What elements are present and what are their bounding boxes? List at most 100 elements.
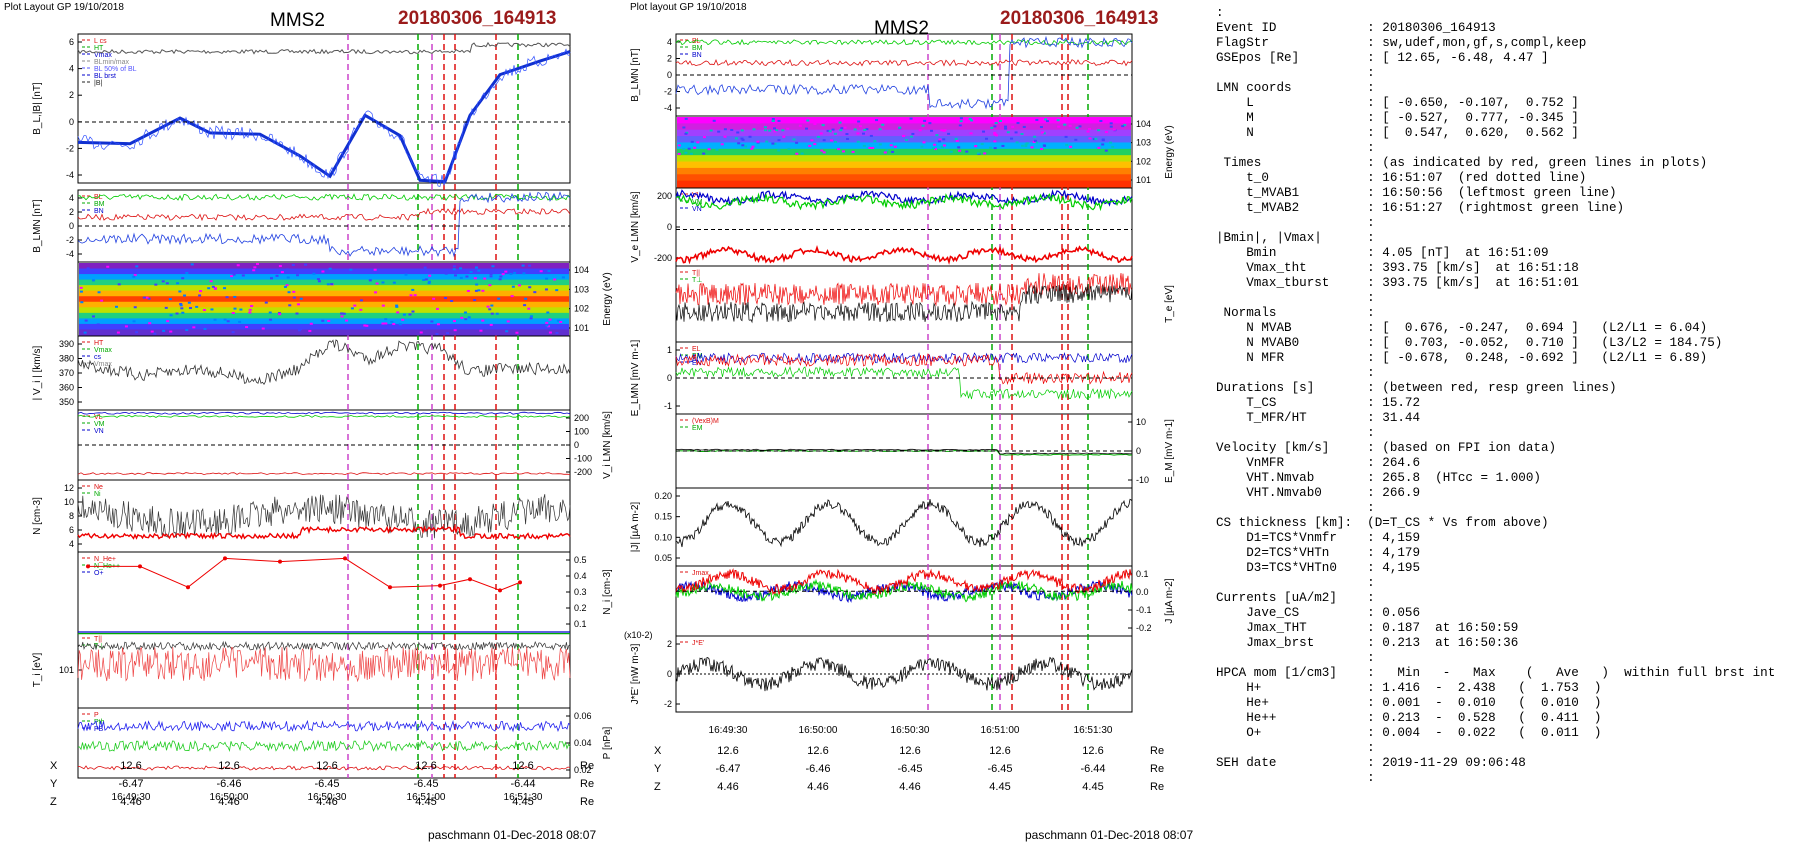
left-spectrogram-speckle bbox=[261, 327, 265, 330]
left-spectrogram-speckle bbox=[533, 291, 537, 294]
left-spectrogram-speckle bbox=[443, 296, 447, 299]
middle-tick-label: 0.1 bbox=[1136, 569, 1149, 579]
coord-value: 4.45 bbox=[415, 796, 437, 808]
middle-tick-label: -0.1 bbox=[1136, 605, 1152, 615]
left-spectrogram-speckle bbox=[521, 264, 525, 267]
coord-value: -6.47 bbox=[118, 778, 144, 790]
left-spectrogram-speckle bbox=[432, 297, 436, 300]
left-spectrogram-speckle bbox=[268, 311, 272, 314]
left-spectrogram-speckle bbox=[233, 295, 237, 298]
left-spectrogram-speckle bbox=[189, 307, 193, 310]
left-tick-label: 2 bbox=[69, 207, 74, 217]
left-legend-entry: VM bbox=[94, 421, 105, 428]
info-line: N : [ 0.547, 0.620, 0.562 ] bbox=[1216, 126, 1579, 140]
left-legend-entry: cs bbox=[94, 354, 102, 361]
middle-spectrogram-speckle bbox=[684, 151, 688, 154]
left-spectrogram-speckle bbox=[225, 296, 229, 299]
middle-spectrogram-speckle bbox=[1035, 141, 1039, 144]
left-tick-label: 6 bbox=[69, 37, 74, 47]
middle-spectrogram-speckle bbox=[1078, 125, 1082, 128]
middle-spectrogram-speckle bbox=[858, 125, 862, 128]
info-line: Normals : bbox=[1216, 306, 1375, 320]
left-tick-label: 104 bbox=[574, 265, 589, 275]
left-spectrogram-speckle bbox=[529, 317, 533, 320]
middle-tick-label: -2 bbox=[664, 699, 672, 709]
left-axis-label: V_i LMN [km/s] bbox=[602, 411, 613, 479]
middle-spectrogram-speckle bbox=[942, 144, 946, 147]
middle-tick-label: 0 bbox=[667, 669, 672, 679]
middle-spectrogram-speckle bbox=[969, 132, 973, 135]
middle-VeM-trace bbox=[675, 192, 1133, 212]
info-line: : bbox=[1216, 216, 1375, 230]
left-spectrogram-speckle bbox=[223, 287, 227, 290]
left-spectrogram-speckle bbox=[187, 301, 191, 304]
info-line: Vmax_tburst : 393.75 [km/s] at 16:51:01 bbox=[1216, 276, 1579, 290]
middle-spectrogram-speckle bbox=[751, 145, 755, 148]
middle-spectrogram-speckle bbox=[1001, 144, 1005, 147]
middle-tick-label: 0.15 bbox=[654, 512, 672, 522]
left-spectrogram-speckle bbox=[285, 284, 289, 287]
left-spectrogram-speckle bbox=[481, 289, 485, 292]
left-spectrogram-speckle bbox=[79, 286, 83, 289]
coord-unit: Re bbox=[580, 760, 595, 772]
coord-value: -6.46 bbox=[805, 763, 831, 775]
middle-time-tick: 16:50:00 bbox=[799, 725, 838, 736]
info-line: : bbox=[1216, 771, 1375, 785]
left-spectrogram-band bbox=[79, 274, 569, 281]
middle-footer: paschmann 01-Dec-2018 08:07 bbox=[1025, 828, 1194, 842]
left-spectrogram-speckle bbox=[269, 277, 273, 280]
coord-value: 4.46 bbox=[807, 781, 829, 793]
left-spectrogram-speckle bbox=[424, 278, 428, 281]
middle-spectrogram-speckle bbox=[740, 129, 744, 132]
left-spectrogram-speckle bbox=[239, 308, 243, 311]
middle-spectrogram-speckle bbox=[1097, 129, 1101, 132]
middle-spectrogram-speckle bbox=[813, 143, 817, 146]
left-spectrogram-speckle bbox=[245, 326, 249, 329]
left-tick-label: 101 bbox=[59, 665, 74, 675]
middle-spectrogram-speckle bbox=[684, 117, 688, 120]
middle-spectrogram-band bbox=[677, 142, 1131, 150]
left-spectrogram-speckle bbox=[248, 308, 252, 311]
left-spectrogram-speckle bbox=[430, 320, 434, 323]
left-axis-label: B_LMN [nT] bbox=[32, 199, 43, 253]
middle-legend-entry: EL bbox=[692, 346, 701, 353]
left-spectrogram-speckle bbox=[133, 274, 137, 277]
left-axis-label: Energy (eV) bbox=[602, 272, 613, 325]
info-line: Velocity [km/s] : (based on FPI ion data… bbox=[1216, 441, 1557, 455]
info-line: N MVAB0 : [ 0.703, -0.052, 0.710 ] (L3/L… bbox=[1216, 336, 1723, 350]
middle-spectrogram-speckle bbox=[1065, 143, 1069, 146]
middle-spectrogram-band bbox=[677, 136, 1131, 143]
info-line: N MFR : [ -0.678, 0.248, -0.692 ] (L2/L1… bbox=[1216, 351, 1708, 365]
left-tick-label: 0 bbox=[69, 221, 74, 231]
left-He++-point bbox=[468, 577, 472, 582]
info-line: CS thickness [km]: (D=T_CS * Vs from abo… bbox=[1216, 516, 1549, 530]
middle-spectrogram-speckle bbox=[856, 140, 860, 143]
left-spectrogram-speckle bbox=[97, 291, 101, 294]
middle-spectrogram-speckle bbox=[1011, 125, 1015, 128]
left-spectrogram-speckle bbox=[548, 318, 552, 321]
left-time-tick: 16:51:00 bbox=[407, 792, 446, 803]
left-spectrogram-speckle bbox=[297, 329, 301, 332]
coord-value: -6.45 bbox=[413, 778, 439, 790]
left-He++-point bbox=[223, 556, 227, 561]
left-legend-entry: PB bbox=[94, 726, 104, 733]
left-spectrogram-speckle bbox=[444, 272, 448, 275]
left-spectrogram-speckle bbox=[349, 268, 353, 271]
coord-value: 4.46 bbox=[316, 796, 338, 808]
left-spectrogram-speckle bbox=[435, 332, 439, 335]
left-spectrogram-speckle bbox=[328, 267, 332, 270]
left-axis-label: B_L,|B| [nT] bbox=[32, 82, 43, 135]
middle-VeN-trace bbox=[675, 245, 1133, 265]
left-spectrogram-speckle bbox=[253, 266, 257, 269]
left-spectrogram-speckle bbox=[278, 313, 282, 316]
info-line: VHT.Nmvab : 265.8 (HTcc = 1.000) bbox=[1216, 471, 1541, 485]
middle-spectrogram-speckle bbox=[702, 136, 706, 139]
middle-spectrogram-speckle bbox=[998, 119, 1002, 122]
left-spectrogram-speckle bbox=[213, 287, 217, 290]
middle-event-id-title: 20180306_164913 bbox=[1000, 8, 1159, 29]
left-spectrogram-speckle bbox=[181, 311, 185, 314]
left-spectrogram-speckle bbox=[295, 312, 299, 315]
left-BM-trace bbox=[77, 193, 571, 202]
